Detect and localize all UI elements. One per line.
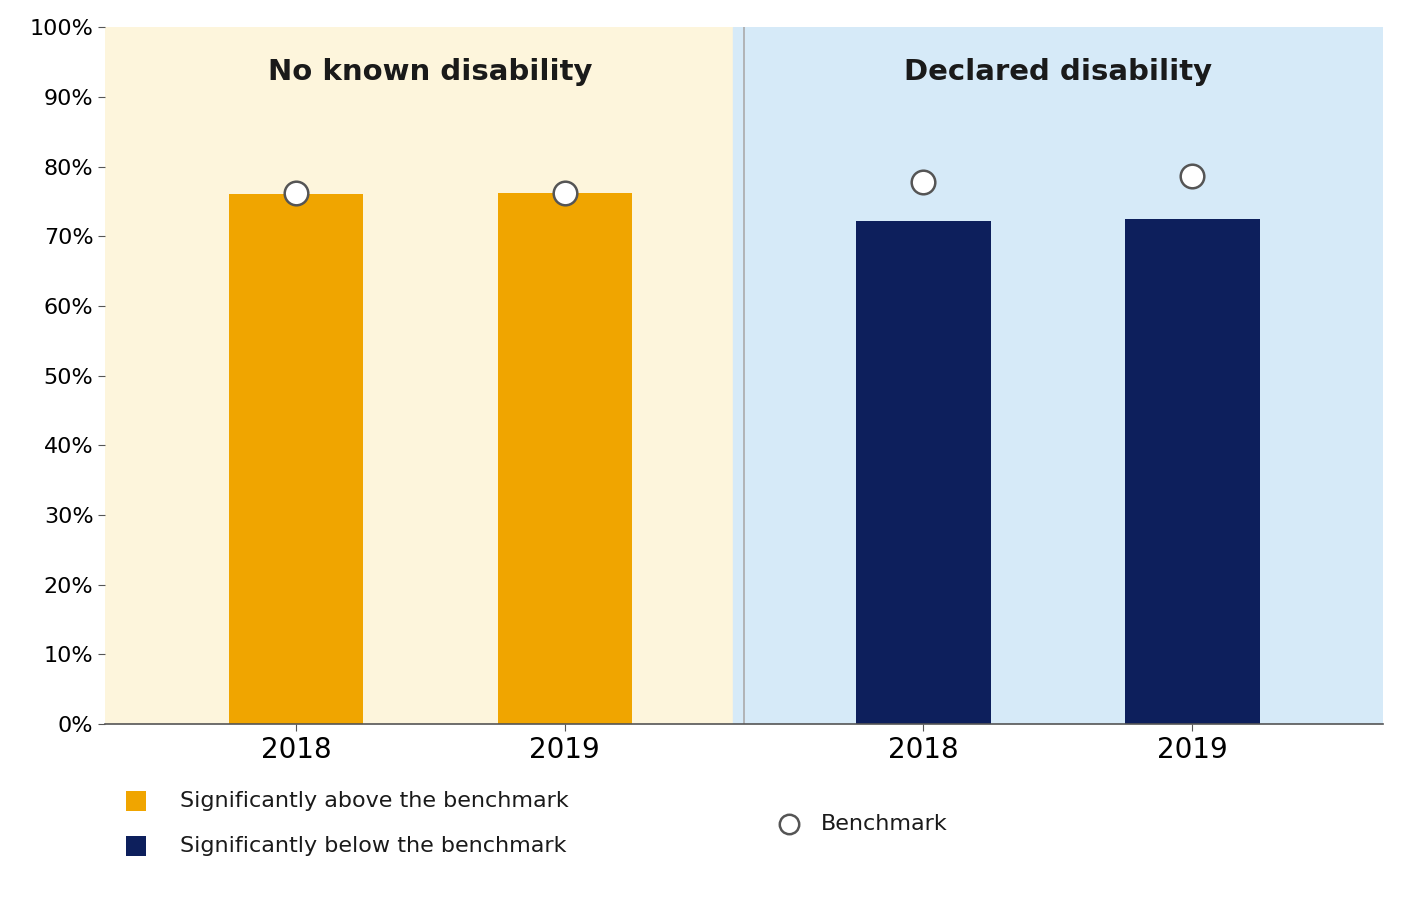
Text: No known disability: No known disability bbox=[268, 59, 592, 87]
Bar bbox=[1125, 220, 1259, 724]
Bar bbox=[733, 27, 1383, 724]
Bar bbox=[497, 193, 632, 724]
Text: Declared disability: Declared disability bbox=[904, 59, 1212, 87]
Text: Significantly below the benchmark: Significantly below the benchmark bbox=[180, 836, 566, 856]
Text: Significantly above the benchmark: Significantly above the benchmark bbox=[180, 791, 569, 811]
Bar bbox=[856, 221, 991, 724]
Bar bbox=[229, 195, 364, 724]
Bar bbox=[105, 27, 755, 724]
Text: Benchmark: Benchmark bbox=[821, 814, 948, 834]
